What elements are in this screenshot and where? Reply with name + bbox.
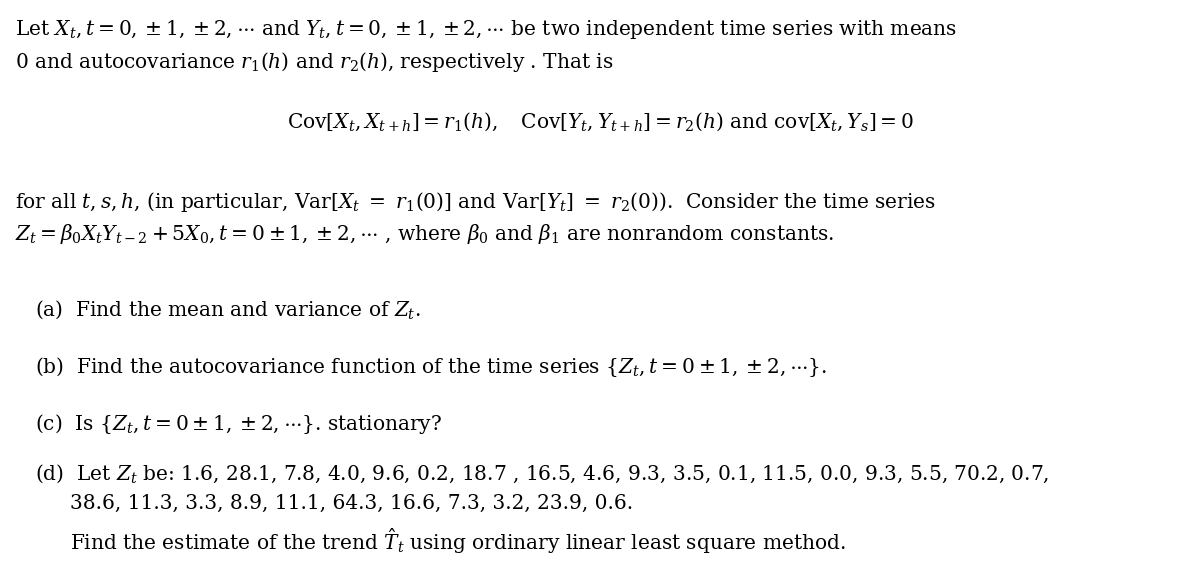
Text: 38.6, 11.3, 3.3, 8.9, 11.1, 64.3, 16.6, 7.3, 3.2, 23.9, 0.6.: 38.6, 11.3, 3.3, 8.9, 11.1, 64.3, 16.6, … <box>70 494 634 513</box>
Text: $0$ and autocovariance $r_1(h)$ and $r_2(h)$, respectively . That is: $0$ and autocovariance $r_1(h)$ and $r_2… <box>14 50 613 74</box>
Text: for all $t, s, h$, (in particular, $\mathrm{Var}[X_t \ = \ r_1(0)]$ and $\mathrm: for all $t, s, h$, (in particular, $\mat… <box>14 190 936 214</box>
Text: (a)  Find the mean and variance of $Z_t$.: (a) Find the mean and variance of $Z_t$. <box>35 298 421 321</box>
Text: $Z_t = \beta_0 X_t Y_{t-2} + 5X_0, t = 0 \pm 1, \pm2, \cdots$ , where $\beta_0$ : $Z_t = \beta_0 X_t Y_{t-2} + 5X_0, t = 0… <box>14 222 834 246</box>
Text: (b)  Find the autocovariance function of the time series $\{Z_t, t = 0 \pm 1, \p: (b) Find the autocovariance function of … <box>35 355 827 379</box>
Text: Let $X_t, t = 0, \pm1, \pm2, \cdots$ and $Y_t, t = 0, \pm1, \pm2, \cdots$ be two: Let $X_t, t = 0, \pm1, \pm2, \cdots$ and… <box>14 18 958 41</box>
Text: Find the estimate of the trend $\hat{T}_t$ using ordinary linear least square me: Find the estimate of the trend $\hat{T}_… <box>70 526 846 555</box>
Text: $\mathrm{Cov}[X_t, X_{t+h}] = r_1(h),\quad \mathrm{Cov}[Y_t, Y_{t+h}] = r_2(h)$ : $\mathrm{Cov}[X_t, X_{t+h}] = r_1(h),\qu… <box>287 110 913 133</box>
Text: (c)  Is $\{Z_t, t = 0 \pm 1, \pm2, \cdots\}$. stationary?: (c) Is $\{Z_t, t = 0 \pm 1, \pm2, \cdots… <box>35 412 442 436</box>
Text: (d)  Let $Z_t$ be: 1.6, 28.1, 7.8, 4.0, 9.6, 0.2, 18.7 , 16.5, 4.6, 9.3, 3.5, 0.: (d) Let $Z_t$ be: 1.6, 28.1, 7.8, 4.0, 9… <box>35 462 1049 485</box>
